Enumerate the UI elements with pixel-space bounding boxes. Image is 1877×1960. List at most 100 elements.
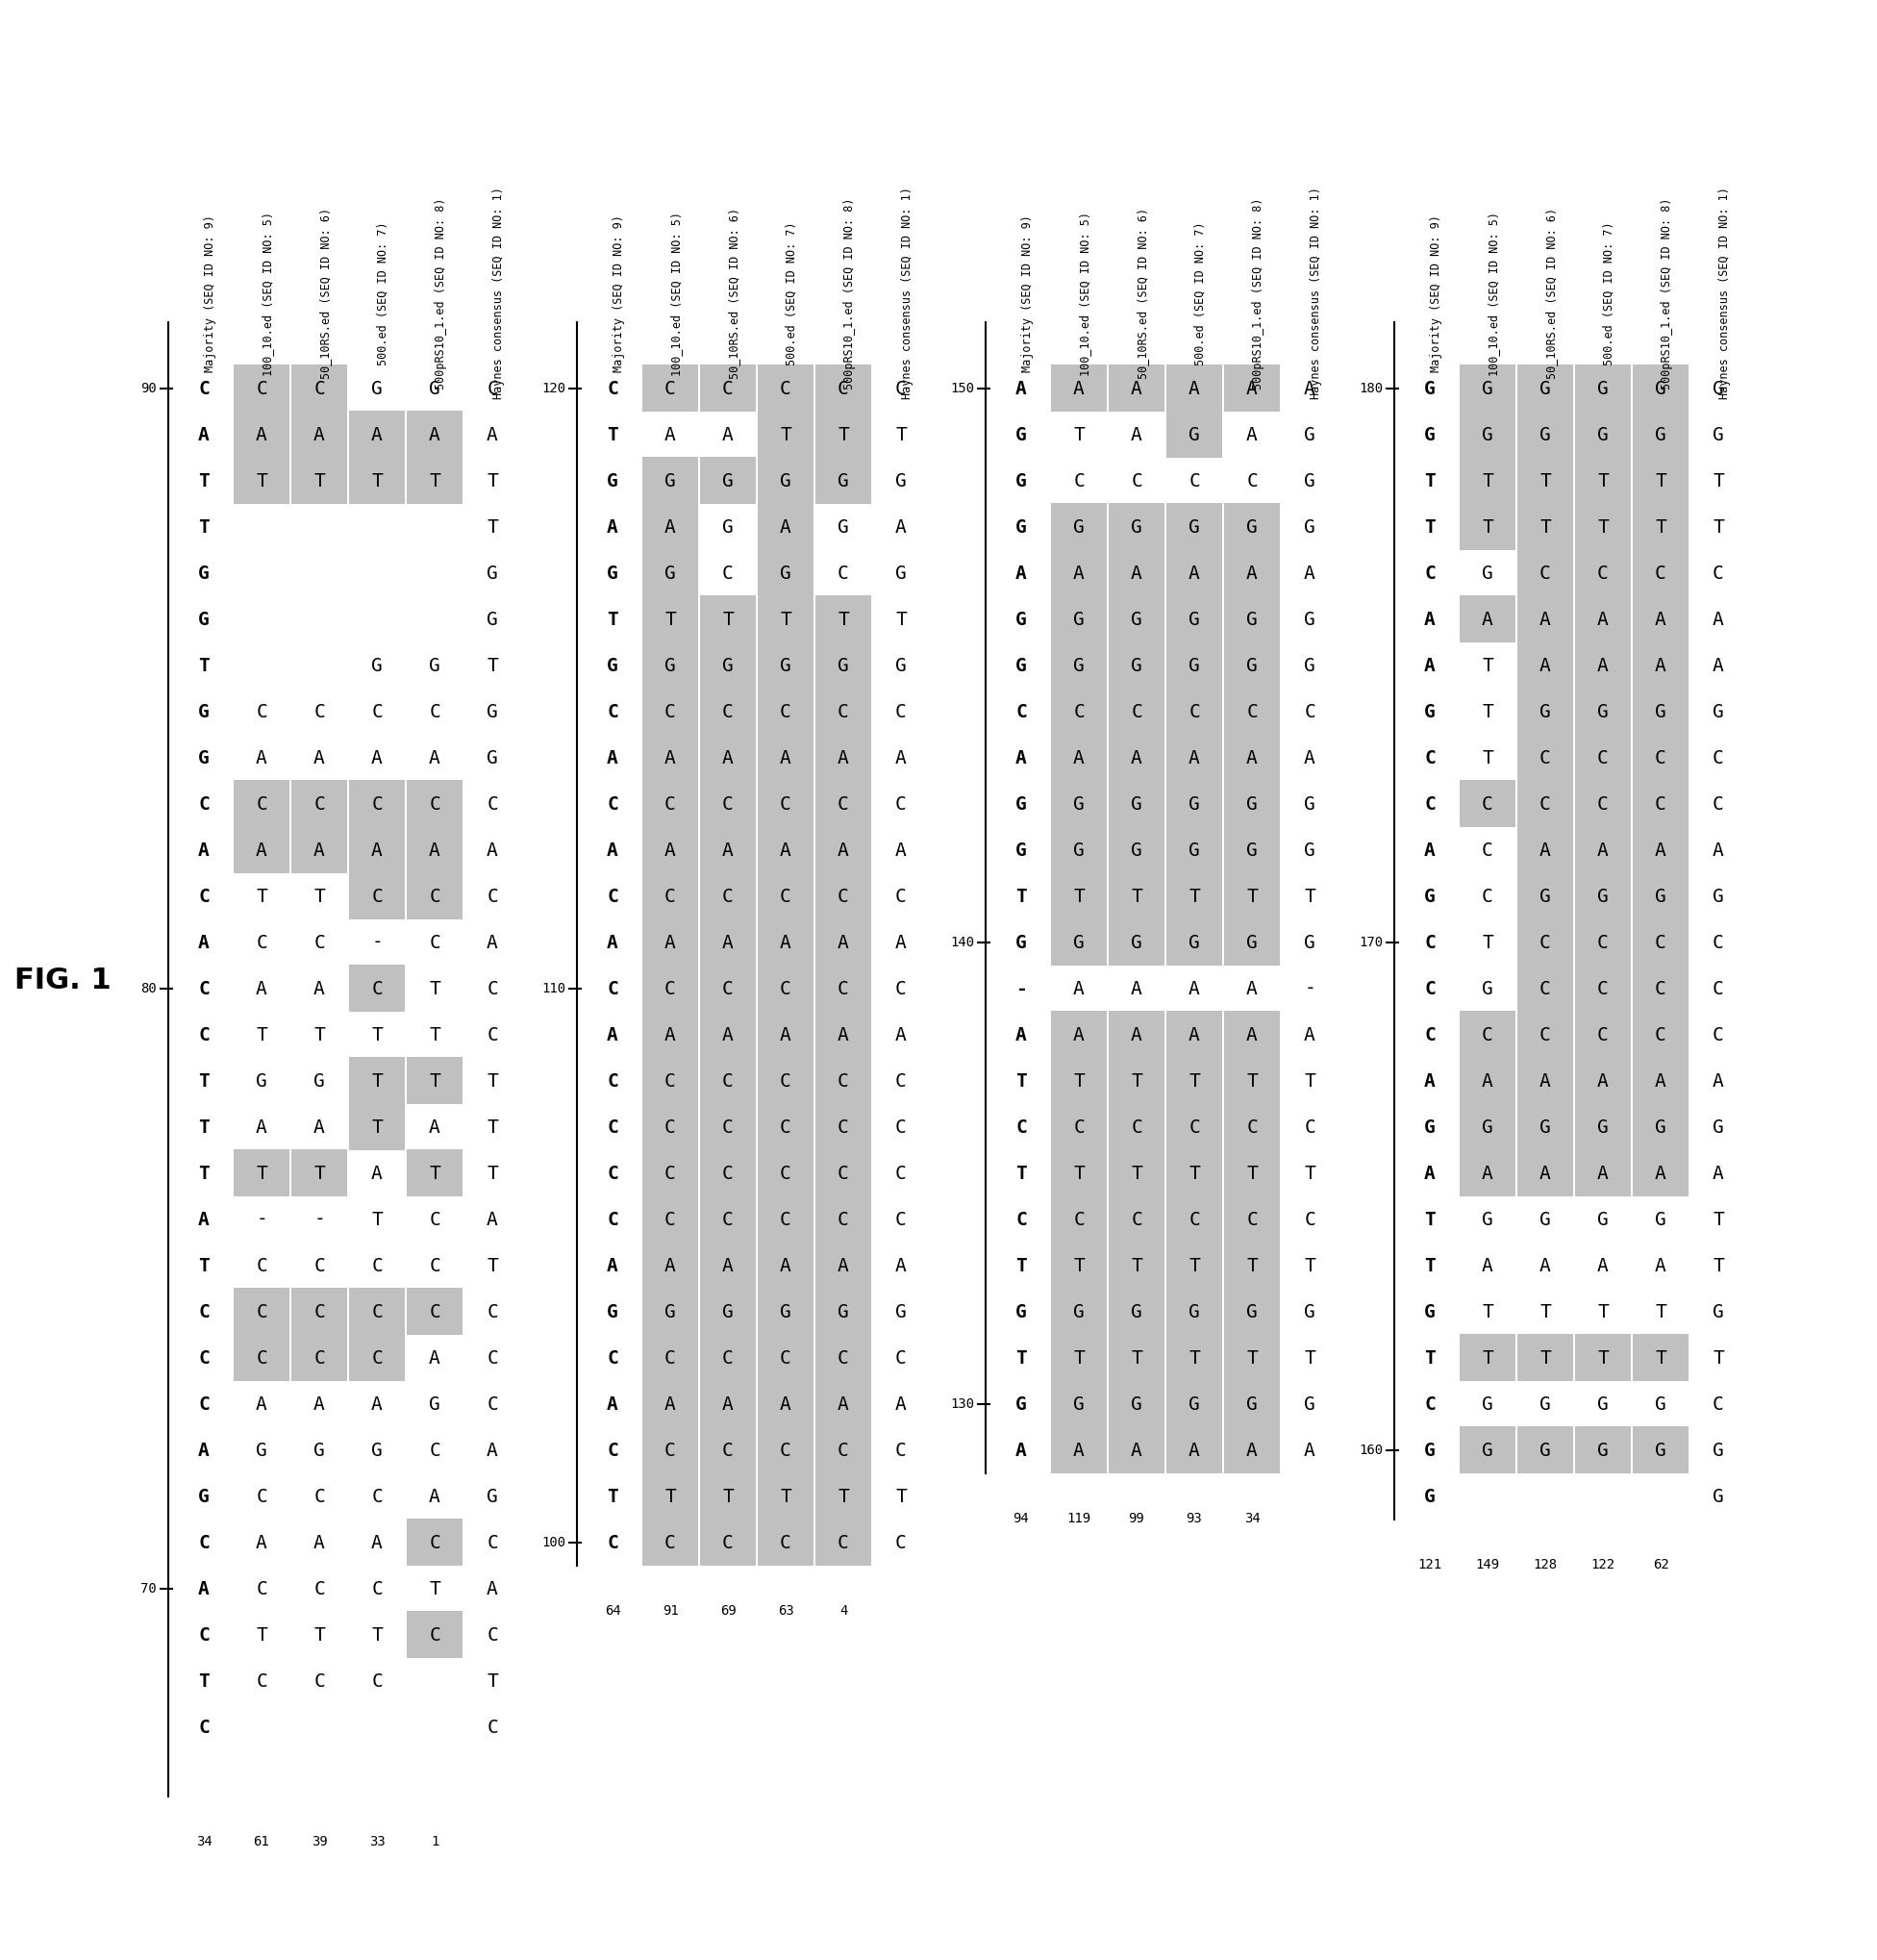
Text: G: G [1074, 610, 1085, 629]
Bar [642, 1288, 698, 1335]
Text: G: G [895, 1303, 907, 1321]
Text: T: T [1305, 1164, 1316, 1182]
Bar [1109, 549, 1164, 596]
Text: G: G [1246, 657, 1258, 674]
Bar [1633, 1056, 1687, 1103]
Text: C: C [199, 1533, 210, 1552]
Bar [816, 688, 871, 735]
Text: 500pRS10_1.ed (SEQ ID NO: 8): 500pRS10_1.ed (SEQ ID NO: 8) [1661, 198, 1672, 390]
Text: 61: 61 [253, 1835, 270, 1848]
Text: G: G [199, 1488, 210, 1505]
Text: 50_10RS.ed (SEQ ID NO: 6): 50_10RS.ed (SEQ ID NO: 6) [319, 208, 332, 378]
Text: C: C [1132, 702, 1143, 721]
Bar [1633, 504, 1687, 551]
Bar [700, 1288, 756, 1335]
Bar [700, 1427, 756, 1474]
Text: C: C [199, 796, 210, 813]
Text: C: C [430, 1211, 441, 1229]
Bar [1167, 1241, 1222, 1290]
Bar [1224, 549, 1280, 596]
Bar [1051, 1427, 1107, 1474]
Bar [642, 733, 698, 780]
Bar [700, 1335, 756, 1382]
Text: C: C [430, 1256, 441, 1274]
Bar [1224, 733, 1280, 780]
Text: C: C [199, 888, 210, 906]
Text: A: A [430, 1117, 441, 1137]
Text: T: T [313, 888, 325, 906]
Text: C: C [837, 380, 848, 398]
Text: T: T [1305, 1072, 1316, 1090]
Bar [349, 1335, 405, 1382]
Text: 500.ed (SEQ ID NO: 7): 500.ed (SEQ ID NO: 7) [377, 221, 389, 365]
Text: A: A [1305, 749, 1316, 766]
Bar [1633, 365, 1687, 412]
Text: A: A [1246, 564, 1258, 582]
Text: C: C [837, 1533, 848, 1552]
Bar [642, 365, 698, 412]
Text: T: T [372, 1625, 383, 1644]
Text: G: G [723, 657, 734, 674]
Text: T: T [895, 425, 907, 443]
Text: T: T [1712, 517, 1723, 537]
Text: C: C [781, 1211, 792, 1229]
Text: T: T [606, 1488, 618, 1505]
Text: A: A [895, 517, 907, 537]
Text: C: C [1656, 564, 1667, 582]
Bar [1633, 780, 1687, 827]
Bar [642, 1241, 698, 1290]
Text: G: G [1132, 657, 1143, 674]
Text: C: C [606, 702, 618, 721]
Bar [1224, 1011, 1280, 1058]
Bar [1633, 733, 1687, 780]
Text: A: A [895, 933, 907, 953]
Text: G: G [1015, 517, 1027, 537]
Bar [1575, 1011, 1631, 1058]
Bar [700, 1519, 756, 1566]
Text: G: G [1305, 425, 1316, 443]
Text: T: T [1712, 1256, 1723, 1274]
Text: G: G [486, 1488, 497, 1505]
Bar [1109, 1380, 1164, 1427]
Text: T: T [781, 610, 792, 629]
Text: C: C [723, 1211, 734, 1229]
Text: C: C [1483, 888, 1494, 906]
Text: A: A [1712, 1072, 1723, 1090]
Text: G: G [837, 1303, 848, 1321]
Text: A: A [372, 1533, 383, 1552]
Text: -: - [372, 933, 383, 953]
Text: G: G [1015, 425, 1027, 443]
Bar [700, 1472, 756, 1519]
Bar [1109, 1103, 1164, 1151]
Bar [235, 1288, 289, 1335]
Text: C: C [486, 380, 497, 398]
Text: G: G [1483, 564, 1494, 582]
Text: C: C [1074, 702, 1085, 721]
Text: C: C [723, 1533, 734, 1552]
Text: T: T [199, 472, 210, 490]
Bar [758, 1519, 813, 1566]
Text: T: T [1188, 1164, 1199, 1182]
Bar [1167, 365, 1222, 412]
Text: C: C [1597, 564, 1609, 582]
Bar [700, 688, 756, 735]
Bar [1224, 872, 1280, 919]
Text: C: C [1425, 796, 1436, 813]
Bar [1167, 1196, 1222, 1243]
Text: A: A [723, 1396, 734, 1413]
Text: C: C [313, 380, 325, 398]
Bar [816, 1241, 871, 1290]
Bar [1051, 1380, 1107, 1427]
Text: C: C [1597, 933, 1609, 953]
Text: T: T [1656, 517, 1667, 537]
Text: C: C [837, 1072, 848, 1090]
Text: FIG. 1: FIG. 1 [15, 966, 111, 996]
Bar [1167, 688, 1222, 735]
Text: C: C [486, 1625, 497, 1644]
Text: A: A [606, 1025, 618, 1045]
Text: G: G [1539, 1396, 1550, 1413]
Bar [816, 365, 871, 412]
Text: A: A [1074, 380, 1085, 398]
Text: C: C [372, 1256, 383, 1274]
Bar [1518, 827, 1573, 874]
